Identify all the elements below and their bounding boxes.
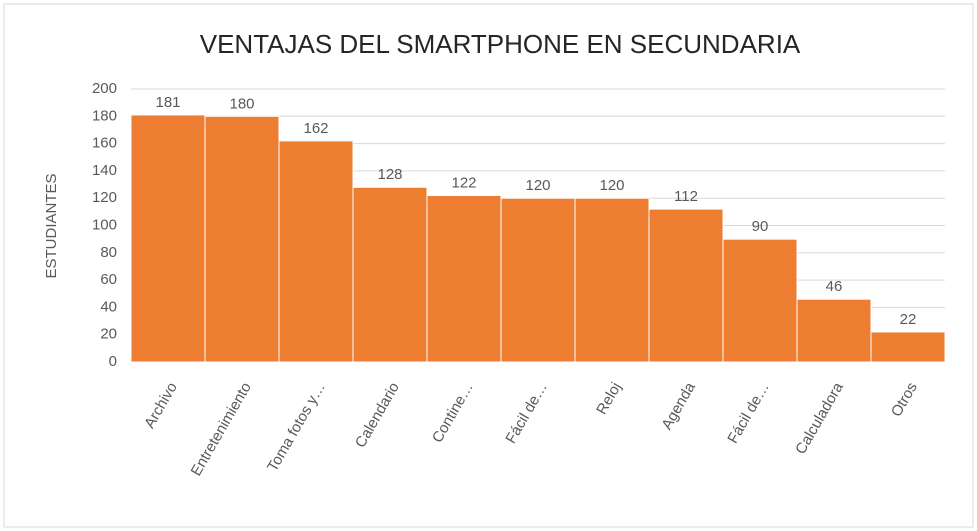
bar bbox=[796, 298, 872, 363]
y-tick-label: 80 bbox=[100, 244, 117, 261]
y-tick-label: 100 bbox=[92, 216, 117, 233]
bar bbox=[130, 114, 206, 363]
value-label: 162 bbox=[303, 120, 328, 137]
value-label: 22 bbox=[900, 311, 917, 328]
bar bbox=[500, 197, 576, 363]
y-tick-label: 20 bbox=[100, 326, 117, 343]
value-label: 46 bbox=[826, 278, 843, 295]
bar bbox=[352, 186, 428, 363]
y-tick-label: 60 bbox=[100, 271, 117, 288]
value-label: 90 bbox=[752, 218, 769, 235]
bar bbox=[278, 140, 354, 363]
value-label: 120 bbox=[599, 177, 624, 194]
y-tick-label: 160 bbox=[92, 135, 117, 152]
bar bbox=[574, 197, 650, 363]
value-label: 180 bbox=[229, 95, 254, 112]
y-axis-label: ESTUDIANTES bbox=[43, 173, 60, 278]
bar bbox=[722, 238, 798, 363]
y-tick-label: 40 bbox=[100, 298, 117, 315]
value-label: 128 bbox=[377, 166, 402, 183]
bar bbox=[870, 331, 946, 363]
bar bbox=[204, 115, 280, 363]
bar bbox=[648, 208, 724, 363]
y-tick-label: 180 bbox=[92, 107, 117, 124]
value-label: 112 bbox=[674, 188, 698, 205]
y-tick-label: 0 bbox=[109, 353, 117, 370]
chart-title: VENTAJAS DEL SMARTPHONE EN SECUNDARIA bbox=[200, 29, 801, 59]
y-tick-label: 200 bbox=[92, 80, 117, 97]
value-label: 181 bbox=[155, 94, 180, 111]
y-tick-label: 120 bbox=[92, 189, 117, 206]
value-label: 120 bbox=[525, 177, 550, 194]
bar bbox=[426, 194, 502, 363]
value-label: 122 bbox=[451, 174, 476, 191]
y-tick-label: 140 bbox=[92, 162, 117, 179]
